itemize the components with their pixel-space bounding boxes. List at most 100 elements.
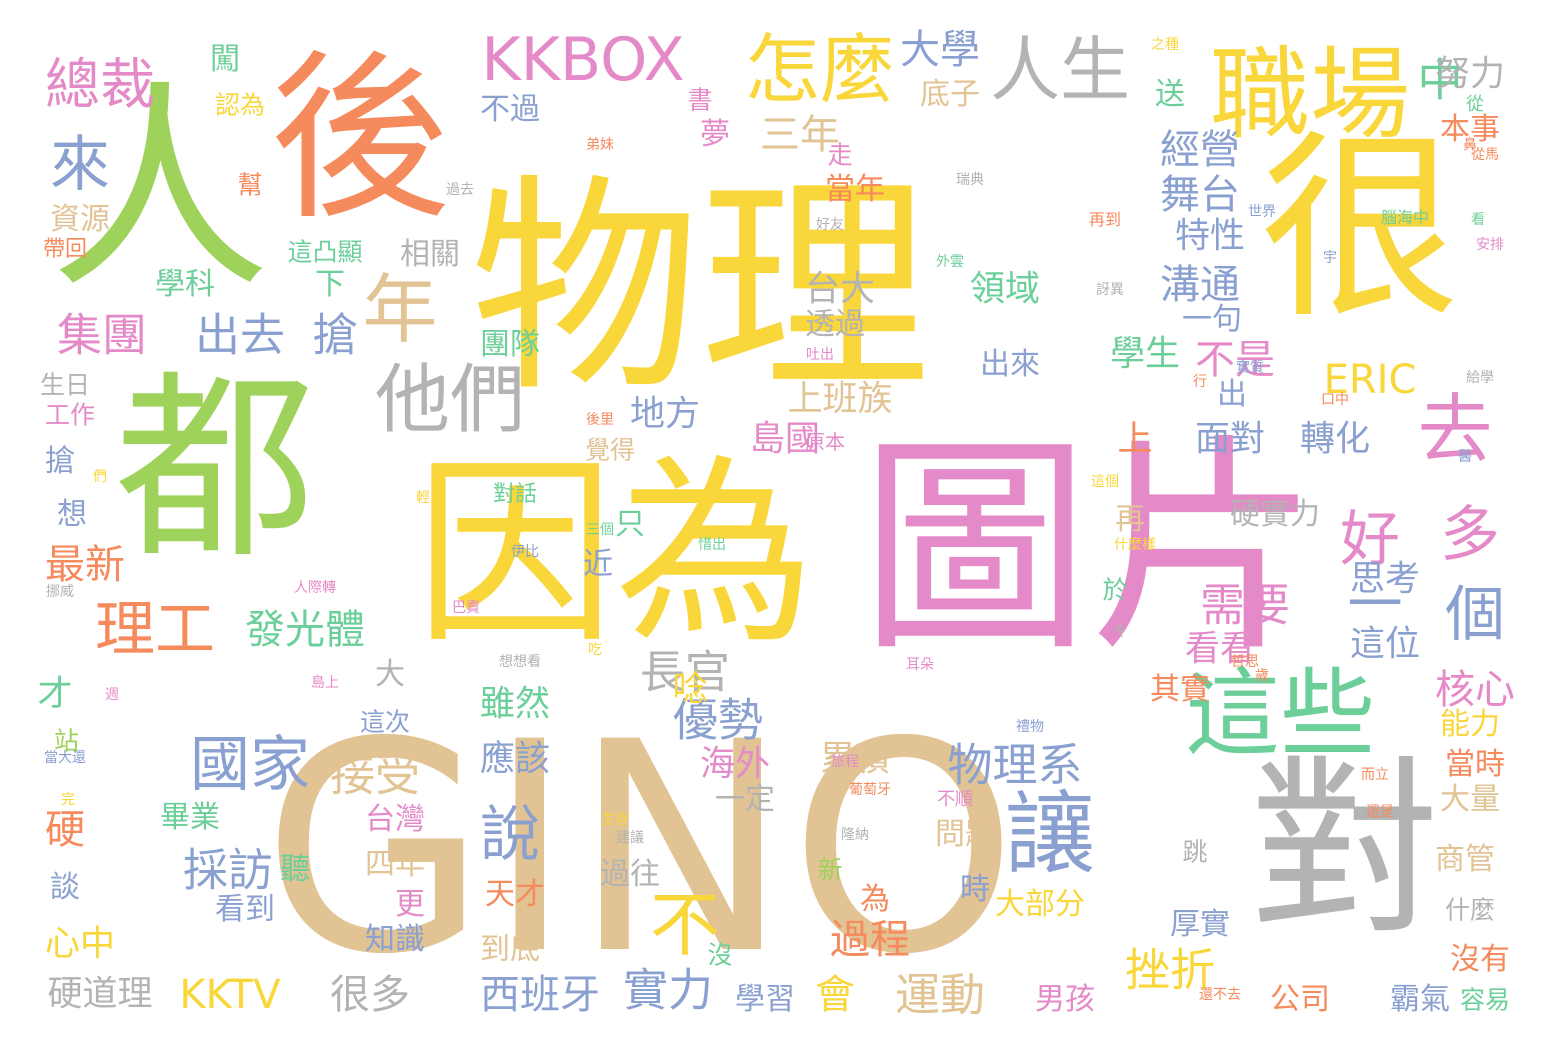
word: 覺得 <box>584 435 636 465</box>
word: 隆納 <box>841 827 869 843</box>
word: 不過 <box>480 92 540 127</box>
word: 資源 <box>50 202 110 237</box>
word: 霸氣 <box>1390 982 1450 1017</box>
word: 實力 <box>622 963 714 1017</box>
word: 理工 <box>95 595 215 665</box>
word: 對話 <box>492 482 538 507</box>
word: 週 <box>105 687 119 703</box>
word: 這次 <box>359 707 411 737</box>
word: 上 <box>1117 419 1153 460</box>
word: 伊比 <box>511 544 539 560</box>
word: 什麼樣 <box>1114 537 1156 553</box>
word: 採訪 <box>182 843 274 897</box>
word: 走 <box>827 140 853 170</box>
word: 人際轉 <box>294 580 336 596</box>
word: 好友 <box>816 217 844 233</box>
word: 公司 <box>1270 982 1330 1017</box>
word: 生日 <box>39 370 91 400</box>
word: 輕人 <box>416 490 444 506</box>
word: 而立 <box>1361 767 1389 783</box>
word: 一句 <box>1182 302 1242 337</box>
word: 經營 <box>1160 127 1240 173</box>
word: 更 <box>395 887 425 922</box>
word: 行 <box>1193 374 1207 390</box>
word: 職場 <box>1210 36 1410 153</box>
word: 搶 <box>312 308 358 362</box>
word: 特性 <box>1174 216 1246 257</box>
word: 相關 <box>400 237 460 272</box>
word: 個 <box>1445 580 1505 650</box>
word: 跳 <box>1182 837 1208 867</box>
word: 再 <box>1115 502 1145 537</box>
word: 聽 <box>280 852 310 887</box>
word: 生存 <box>601 812 629 828</box>
word: 只 <box>615 507 645 542</box>
word: 不 <box>650 884 720 966</box>
word: 長官 <box>639 645 731 699</box>
word: 從馬 <box>1471 147 1499 163</box>
word: 圖片 <box>859 416 1321 683</box>
word: 不是 <box>1195 337 1275 383</box>
word: 雖然 <box>479 684 551 725</box>
word: 思考 <box>1349 559 1421 600</box>
word: 再到 <box>1088 210 1122 229</box>
word: 很 <box>1259 113 1461 346</box>
word: 建議 <box>616 830 644 846</box>
word: 挫折 <box>1124 943 1216 997</box>
word: 還是 <box>1366 804 1394 820</box>
word: 天才 <box>485 877 545 912</box>
word: 巴賣 <box>452 600 480 616</box>
word: 國家 <box>190 730 310 800</box>
word: 原本 <box>805 430 845 454</box>
word: 怎麼 <box>744 25 896 114</box>
word: 三年 <box>760 112 840 158</box>
word: KKTV <box>179 972 281 1018</box>
word: 實質 <box>1236 360 1264 376</box>
word: 核心 <box>1435 667 1515 713</box>
word: 醫 <box>1458 449 1472 465</box>
word: 台大 <box>804 269 876 310</box>
word: 西班牙 <box>480 972 600 1018</box>
word: 這個 <box>1091 474 1119 490</box>
word: 後里 <box>586 412 614 428</box>
word: 惜出 <box>698 537 726 553</box>
word: 會 <box>815 972 855 1018</box>
word: 努力 <box>1434 54 1506 95</box>
word: 當時 <box>1445 747 1505 782</box>
word: 大量 <box>1440 782 1500 817</box>
word: 腦海中 <box>1380 208 1430 227</box>
word: 過程 <box>830 917 910 963</box>
word: 這些 <box>1184 659 1376 770</box>
word: 心中 <box>44 924 116 965</box>
word: 運動 <box>894 968 986 1022</box>
word: 想 <box>57 497 87 532</box>
word: 近 <box>583 547 613 582</box>
word: 知識 <box>365 922 425 957</box>
word: 學科 <box>155 267 215 302</box>
word: 口中 <box>1321 392 1349 408</box>
word: 集團 <box>56 308 148 362</box>
word: 時 <box>960 872 990 907</box>
word: 很多 <box>330 972 410 1018</box>
word: 大部分 <box>995 887 1085 922</box>
word: 需要 <box>1199 578 1291 632</box>
word: 一 <box>1347 572 1403 637</box>
word: 本事 <box>1440 112 1500 147</box>
word: 書 <box>687 85 713 115</box>
word: 累積 <box>819 739 891 780</box>
word: 挪威 <box>46 584 74 600</box>
word: 沒 <box>707 940 733 970</box>
word: 搶 <box>45 444 75 479</box>
word: 年 <box>362 265 438 354</box>
word: 總裁 <box>44 52 156 117</box>
word: 硬道理 <box>47 974 153 1015</box>
word: 來 <box>50 130 110 200</box>
word: 葡萄牙 <box>849 782 891 798</box>
word: 完 <box>61 792 75 808</box>
word: 男孩 <box>1035 982 1095 1017</box>
word: ERIC <box>1323 357 1417 403</box>
word: 領域 <box>969 269 1041 310</box>
word: 夢 <box>700 117 730 152</box>
word: 弟妹 <box>586 137 614 153</box>
